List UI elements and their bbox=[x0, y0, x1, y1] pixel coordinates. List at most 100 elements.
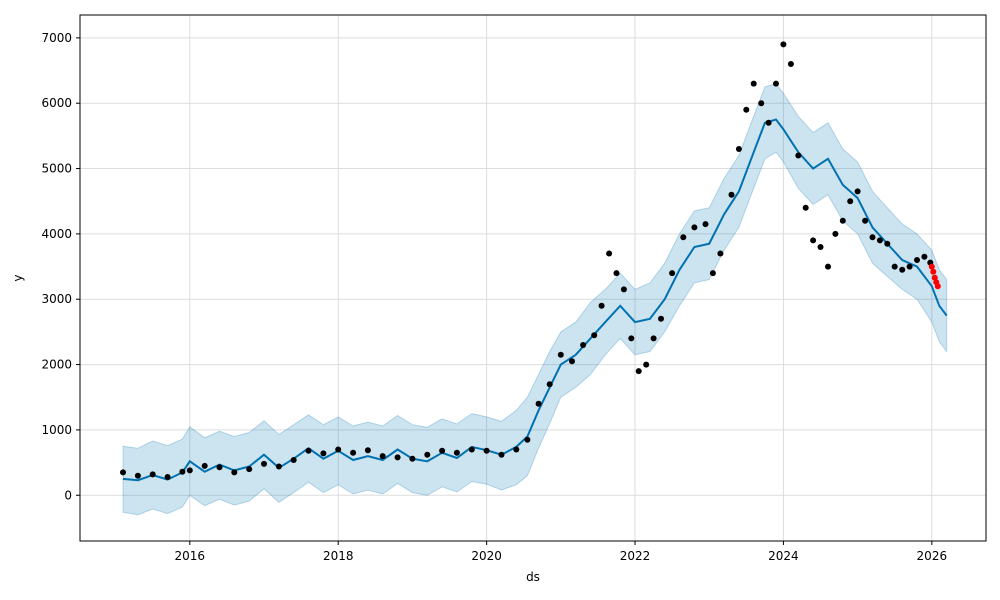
observed-point bbox=[743, 106, 750, 113]
x-tick-label: 2018 bbox=[323, 549, 354, 563]
observed-point bbox=[335, 446, 342, 453]
observed-point bbox=[246, 466, 253, 473]
y-tick-label: 6000 bbox=[41, 96, 72, 110]
observed-point bbox=[758, 100, 765, 107]
observed-point bbox=[483, 447, 490, 454]
y-tick-label: 1000 bbox=[41, 423, 72, 437]
observed-point bbox=[591, 332, 598, 339]
observed-point bbox=[854, 188, 861, 195]
plot-frame bbox=[79, 14, 987, 542]
observed-point bbox=[691, 224, 698, 231]
observed-point bbox=[717, 250, 724, 257]
observed-point bbox=[658, 315, 664, 322]
observed-point bbox=[876, 237, 883, 244]
y-axis-title: y bbox=[11, 274, 25, 281]
x-tick-label: 2026 bbox=[917, 549, 948, 563]
observed-point bbox=[869, 234, 876, 241]
observed-point bbox=[735, 146, 742, 152]
observed-point bbox=[498, 451, 505, 458]
observed-point bbox=[201, 462, 208, 469]
observed-point bbox=[765, 119, 772, 126]
observed-point bbox=[439, 447, 446, 454]
observed-point bbox=[424, 451, 431, 458]
observed-point bbox=[290, 457, 297, 463]
observed-point bbox=[628, 335, 635, 342]
observed-point bbox=[825, 263, 831, 270]
y-tick-label: 4000 bbox=[41, 227, 72, 241]
observed-point bbox=[598, 302, 605, 309]
x-tick-label: 2024 bbox=[768, 549, 799, 563]
observed-point bbox=[787, 61, 794, 67]
observed-point bbox=[149, 471, 156, 478]
axis-ticks: 2016 2018 2020 2022 2024 2026 0 1000 2000 3000 400… bbox=[41, 31, 947, 563]
y-tick-label: 2000 bbox=[41, 358, 72, 372]
observed-point bbox=[780, 41, 787, 48]
observed-point bbox=[535, 400, 542, 407]
x-tick-label: 2022 bbox=[620, 549, 651, 563]
observed-point bbox=[891, 263, 898, 270]
observed-point bbox=[643, 361, 650, 368]
observed-point bbox=[557, 351, 564, 358]
observed-point bbox=[680, 234, 687, 241]
observed-point bbox=[635, 368, 642, 375]
observed-point bbox=[847, 198, 854, 205]
recent-points bbox=[928, 263, 941, 290]
observed-point bbox=[186, 467, 193, 474]
observed-point bbox=[305, 447, 312, 454]
observed-point bbox=[832, 230, 839, 237]
observed-point bbox=[216, 464, 223, 471]
recent-point bbox=[930, 268, 937, 275]
observed-point bbox=[862, 217, 869, 224]
observed-point bbox=[650, 335, 657, 342]
observed-point bbox=[275, 463, 282, 470]
observed-point bbox=[817, 244, 824, 250]
observed-point bbox=[364, 447, 371, 454]
observed-point bbox=[261, 460, 267, 467]
recent-point bbox=[928, 263, 935, 270]
observed-point bbox=[134, 472, 141, 479]
observed-point bbox=[409, 455, 416, 462]
observed-point bbox=[394, 454, 401, 461]
observed-point bbox=[606, 250, 613, 257]
observed-point bbox=[795, 152, 802, 159]
forecast-line bbox=[122, 118, 948, 482]
observed-point bbox=[884, 240, 891, 247]
uncertainty-interval-band bbox=[122, 83, 948, 516]
y-tick-label: 3000 bbox=[41, 292, 72, 306]
observed-point bbox=[179, 468, 186, 475]
observed-point bbox=[620, 286, 627, 293]
observed-point bbox=[899, 266, 906, 273]
observed-point bbox=[802, 204, 809, 211]
observed-point bbox=[468, 446, 475, 453]
observed-point bbox=[810, 237, 817, 244]
recent-point bbox=[934, 283, 941, 290]
x-tick-label: 2016 bbox=[175, 549, 206, 563]
observed-point bbox=[379, 453, 386, 460]
observed-point bbox=[320, 450, 327, 457]
observed-point bbox=[839, 217, 846, 224]
observed-point bbox=[728, 191, 735, 198]
y-tick-label: 7000 bbox=[41, 31, 72, 45]
observed-point bbox=[613, 270, 620, 277]
y-tick-label: 5000 bbox=[41, 162, 72, 176]
observed-point bbox=[524, 436, 531, 443]
observed-point bbox=[750, 80, 757, 87]
observed-point bbox=[350, 449, 357, 456]
observed-point bbox=[921, 253, 928, 260]
observed-point bbox=[669, 270, 676, 277]
observed-point bbox=[709, 270, 716, 277]
observed-point bbox=[580, 342, 587, 348]
observed-point bbox=[546, 381, 553, 388]
observed-points bbox=[120, 41, 934, 480]
observed-point bbox=[120, 469, 126, 476]
x-tick-label: 2020 bbox=[471, 549, 502, 563]
observed-point bbox=[906, 263, 913, 270]
observed-point bbox=[914, 257, 920, 263]
observed-point bbox=[569, 358, 575, 365]
observed-point bbox=[702, 221, 709, 228]
observed-point bbox=[164, 474, 171, 480]
y-tick-label: 0 bbox=[64, 488, 72, 502]
observed-point bbox=[773, 80, 779, 87]
